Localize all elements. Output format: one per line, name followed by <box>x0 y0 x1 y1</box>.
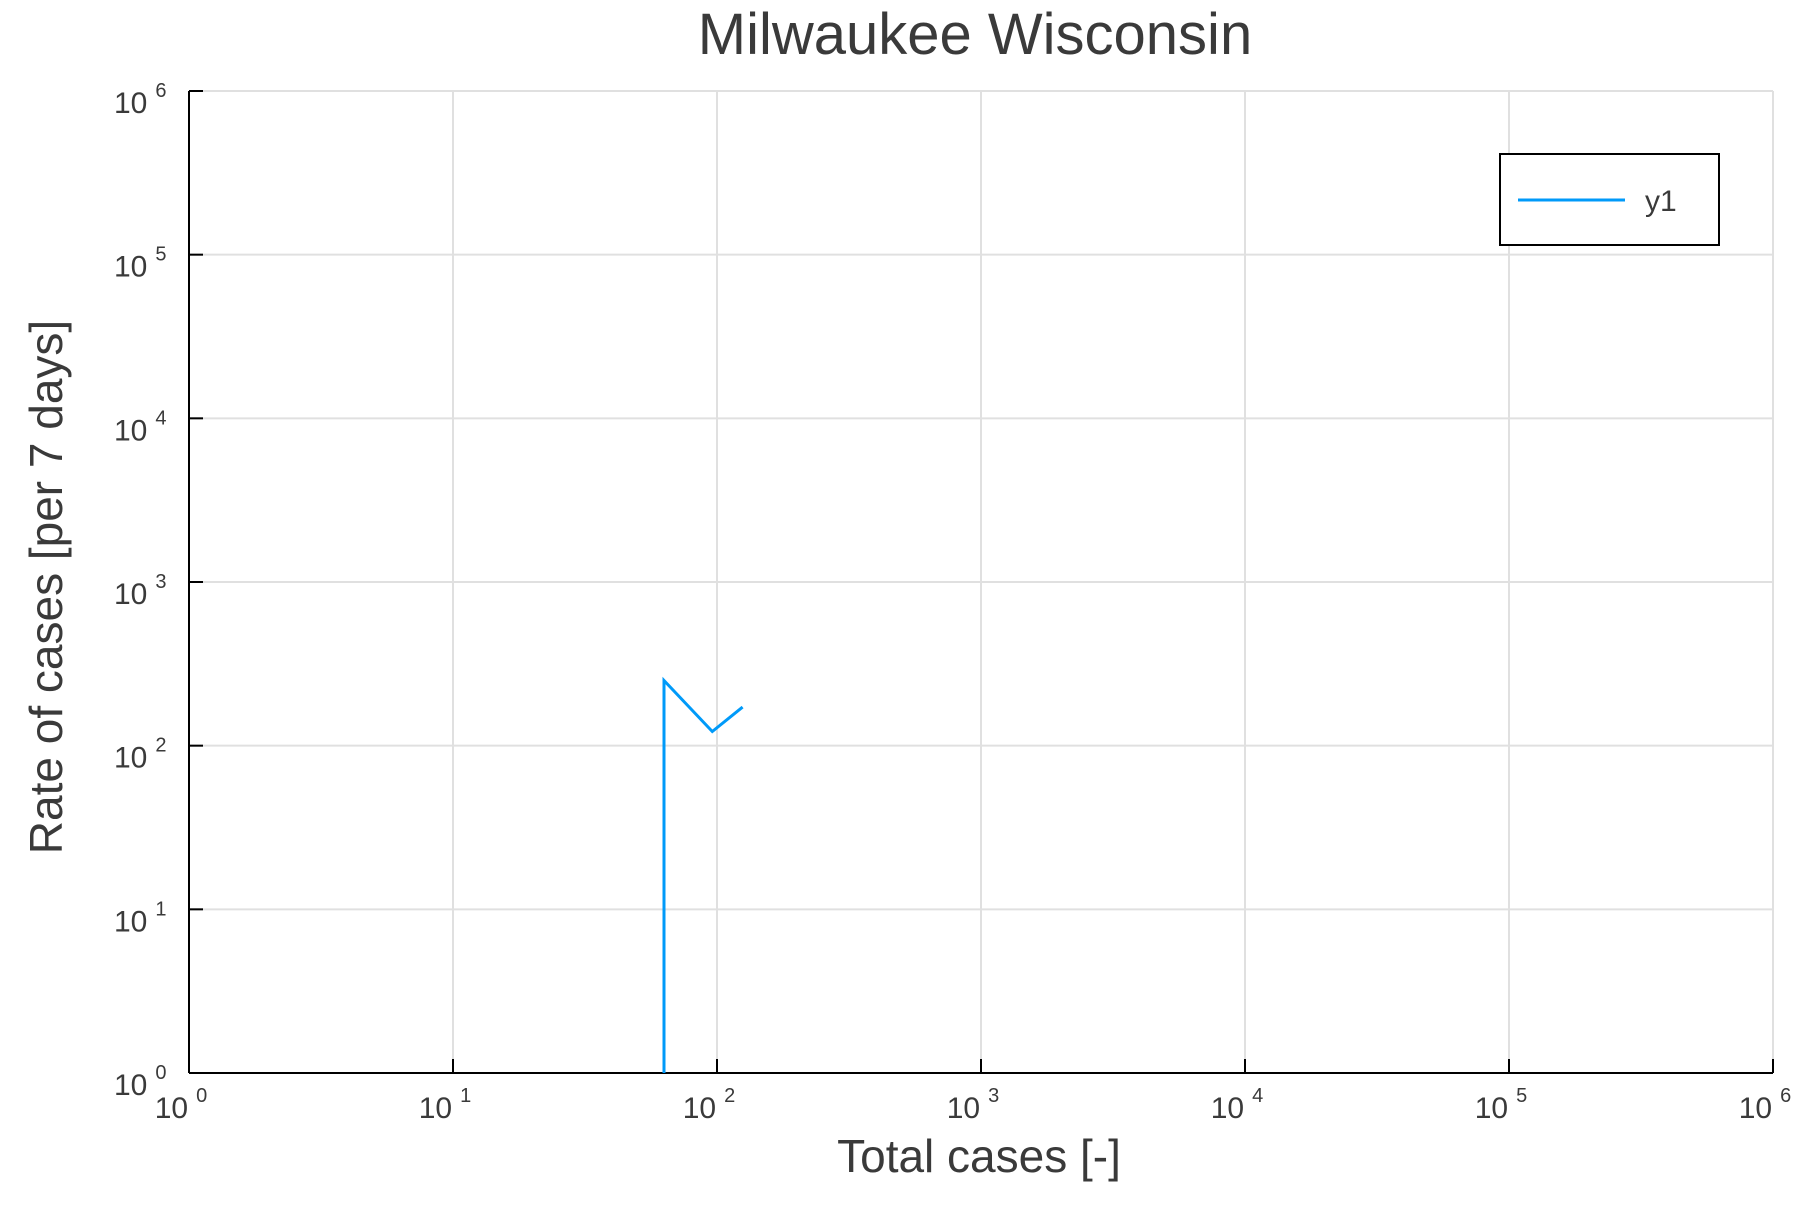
x-tick-label: 10 4 <box>1211 1085 1264 1125</box>
legend-label-y1: y1 <box>1645 185 1677 218</box>
y-tick-label: 10 3 <box>114 571 167 611</box>
grid-layer <box>188 90 1774 1074</box>
y-tick-label: 10 0 <box>114 1062 167 1102</box>
series-line-y1 <box>662 676 744 1073</box>
series-layer <box>662 676 744 1073</box>
y-tick-label: 10 1 <box>114 898 167 938</box>
y-axis-label: Rate of cases [per 7 days] <box>20 320 72 854</box>
x-tick-label: 10 3 <box>947 1085 1000 1125</box>
y-tick-label: 10 5 <box>114 244 167 284</box>
ticks-layer: 10 0 10 1 10 2 10 3 10 4 10 5 10 6 10 0 10 1 10 2 10 3 10 4 10 5 1… <box>114 80 1791 1125</box>
y-tick-label: 10 2 <box>114 735 167 775</box>
legend: y1 <box>1499 153 1720 246</box>
x-axis-label: Total cases [-] <box>837 1130 1121 1182</box>
x-tick-label: 10 0 <box>155 1085 208 1125</box>
y-tick-label: 10 6 <box>114 80 167 120</box>
x-tick-label: 10 1 <box>419 1085 472 1125</box>
x-tick-label: 10 6 <box>1739 1085 1792 1125</box>
y-tick-label: 10 4 <box>114 407 167 447</box>
x-tick-label: 10 2 <box>683 1085 736 1125</box>
chart-title: Milwaukee Wisconsin <box>698 2 1252 67</box>
x-tick-label: 10 5 <box>1475 1085 1528 1125</box>
